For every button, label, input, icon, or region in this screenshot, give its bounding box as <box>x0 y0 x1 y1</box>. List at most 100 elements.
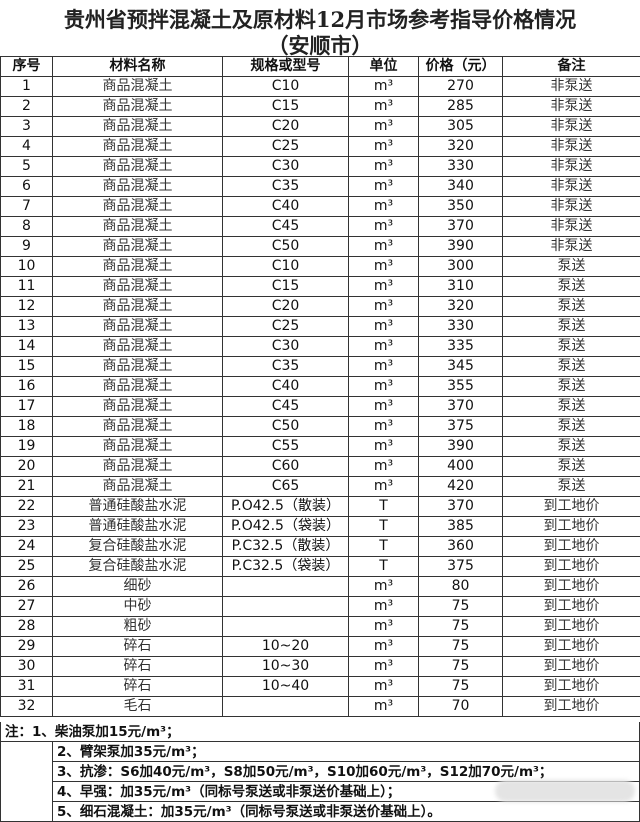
cell-col-spec: C45 <box>222 396 349 417</box>
cell-col-material: 商品混凝土 <box>52 276 223 297</box>
cell-col-remark: 泵送 <box>502 256 640 277</box>
cell-col-unit: T <box>348 516 419 537</box>
cell-col-index: 14 <box>0 336 53 357</box>
cell-col-price: 390 <box>418 436 503 457</box>
cell-col-price: 375 <box>418 416 503 437</box>
cell-col-price: 285 <box>418 96 503 117</box>
note-item: 3、抗渗：S6加40元/m³，S8加50元/m³，S10加60元/m³，S12加… <box>52 762 640 782</box>
document-title: 贵州省预拌混凝土及原材料12月市场参考指导价格情况 <box>63 7 577 32</box>
cell-col-spec: C15 <box>222 276 349 297</box>
cell-col-spec: C60 <box>222 456 349 477</box>
cell-col-price: 330 <box>418 156 503 177</box>
cell-col-spec: C50 <box>222 236 349 257</box>
cell-col-unit: m³ <box>348 156 419 177</box>
cell-col-unit: m³ <box>348 256 419 277</box>
cell-col-unit: m³ <box>348 176 419 197</box>
cell-col-unit: T <box>348 536 419 557</box>
table-row: 24 复合硅酸盐水泥 P.C32.5（散装） T 360 到工地价 <box>0 536 640 557</box>
cell-col-material: 碎石 <box>52 676 223 697</box>
cell-col-unit: m³ <box>348 76 419 97</box>
cell-col-material: 商品混凝土 <box>52 216 223 237</box>
table-row: 29 碎石 10~20 m³ 75 到工地价 <box>0 636 640 657</box>
note-item: 2、臂架泵加35元/m³； <box>52 742 640 762</box>
cell-col-material: 商品混凝土 <box>52 436 223 457</box>
cell-col-price: 70 <box>418 696 503 717</box>
cell-col-price: 420 <box>418 476 503 497</box>
cell-col-index: 19 <box>0 436 53 457</box>
cell-col-material: 细砂 <box>52 576 223 597</box>
cell-col-unit: m³ <box>348 436 419 457</box>
cell-col-material: 商品混凝土 <box>52 336 223 357</box>
cell-col-price: 320 <box>418 136 503 157</box>
document-subtitle: （安顺市） <box>267 33 373 58</box>
cell-col-material: 商品混凝土 <box>52 356 223 377</box>
cell-col-index: 11 <box>0 276 53 297</box>
table-row: 26 细砂 m³ 80 到工地价 <box>0 576 640 597</box>
cell-col-material: 复合硅酸盐水泥 <box>52 536 223 557</box>
cell-col-material: 商品混凝土 <box>52 456 223 477</box>
cell-col-remark: 泵送 <box>502 396 640 417</box>
cell-col-remark: 到工地价 <box>502 556 640 577</box>
table-row: 31 碎石 10~40 m³ 75 到工地价 <box>0 676 640 697</box>
cell-col-material: 普通硅酸盐水泥 <box>52 496 223 517</box>
table-row: 21 商品混凝土 C65 m³ 420 泵送 <box>0 476 640 497</box>
header-col-price: 价格（元） <box>418 56 503 77</box>
cell-col-material: 毛石 <box>52 696 223 717</box>
cell-col-remark: 到工地价 <box>502 696 640 717</box>
cell-col-spec: C45 <box>222 216 349 237</box>
table-row: 3 商品混凝土 C20 m³ 305 非泵送 <box>0 116 640 137</box>
cell-col-spec: C30 <box>222 156 349 177</box>
cell-col-index: 15 <box>0 356 53 377</box>
cell-col-unit: m³ <box>348 616 419 637</box>
cell-col-price: 390 <box>418 236 503 257</box>
cell-col-remark: 非泵送 <box>502 196 640 217</box>
cell-col-index: 4 <box>0 136 53 157</box>
cell-col-unit: m³ <box>348 136 419 157</box>
cell-col-index: 20 <box>0 456 53 477</box>
cell-col-spec: P.C32.5（散装） <box>222 536 349 557</box>
cell-col-spec: P.O42.5（袋装） <box>222 516 349 537</box>
table-row: 10 商品混凝土 C10 m³ 300 泵送 <box>0 256 640 277</box>
cell-col-index: 18 <box>0 416 53 437</box>
cell-col-price: 305 <box>418 116 503 137</box>
cell-col-spec: C40 <box>222 196 349 217</box>
cell-col-index: 5 <box>0 156 53 177</box>
cell-col-material: 商品混凝土 <box>52 396 223 417</box>
cell-col-index: 13 <box>0 316 53 337</box>
cell-col-unit: m³ <box>348 276 419 297</box>
table-row: 8 商品混凝土 C45 m³ 370 非泵送 <box>0 216 640 237</box>
cell-col-index: 10 <box>0 256 53 277</box>
cell-col-index: 21 <box>0 476 53 497</box>
note-item: 注：1、柴油泵加15元/m³； <box>0 722 640 742</box>
cell-col-remark: 非泵送 <box>502 116 640 137</box>
cell-col-material: 商品混凝土 <box>52 196 223 217</box>
cell-col-remark: 泵送 <box>502 456 640 477</box>
cell-col-price: 75 <box>418 676 503 697</box>
cell-col-price: 320 <box>418 296 503 317</box>
cell-col-index: 26 <box>0 576 53 597</box>
cell-col-remark: 泵送 <box>502 436 640 457</box>
table-row: 12 商品混凝土 C20 m³ 320 泵送 <box>0 296 640 317</box>
cell-col-remark: 到工地价 <box>502 496 640 517</box>
cell-col-price: 360 <box>418 536 503 557</box>
cell-col-price: 75 <box>418 596 503 617</box>
cell-col-spec: P.C32.5（袋装） <box>222 556 349 577</box>
cell-col-spec: P.O42.5（散装） <box>222 496 349 517</box>
header-col-spec: 规格或型号 <box>222 56 349 77</box>
cell-col-index: 8 <box>0 216 53 237</box>
cell-col-unit: m³ <box>348 416 419 437</box>
cell-col-unit: m³ <box>348 196 419 217</box>
cell-col-unit: m³ <box>348 456 419 477</box>
cell-col-index: 28 <box>0 616 53 637</box>
cell-col-remark: 泵送 <box>502 416 640 437</box>
cell-col-spec: C50 <box>222 416 349 437</box>
cell-col-material: 商品混凝土 <box>52 176 223 197</box>
table-row: 27 中砂 m³ 75 到工地价 <box>0 596 640 617</box>
cell-col-index: 23 <box>0 516 53 537</box>
note-item: 5、细石混凝土：加35元/m³（同标号泵送或非泵送价基础上）。 <box>52 802 640 822</box>
cell-col-index: 17 <box>0 396 53 417</box>
table-row: 7 商品混凝土 C40 m³ 350 非泵送 <box>0 196 640 217</box>
table-row: 11 商品混凝土 C15 m³ 310 泵送 <box>0 276 640 297</box>
cell-col-material: 粗砂 <box>52 616 223 637</box>
cell-col-price: 75 <box>418 656 503 677</box>
